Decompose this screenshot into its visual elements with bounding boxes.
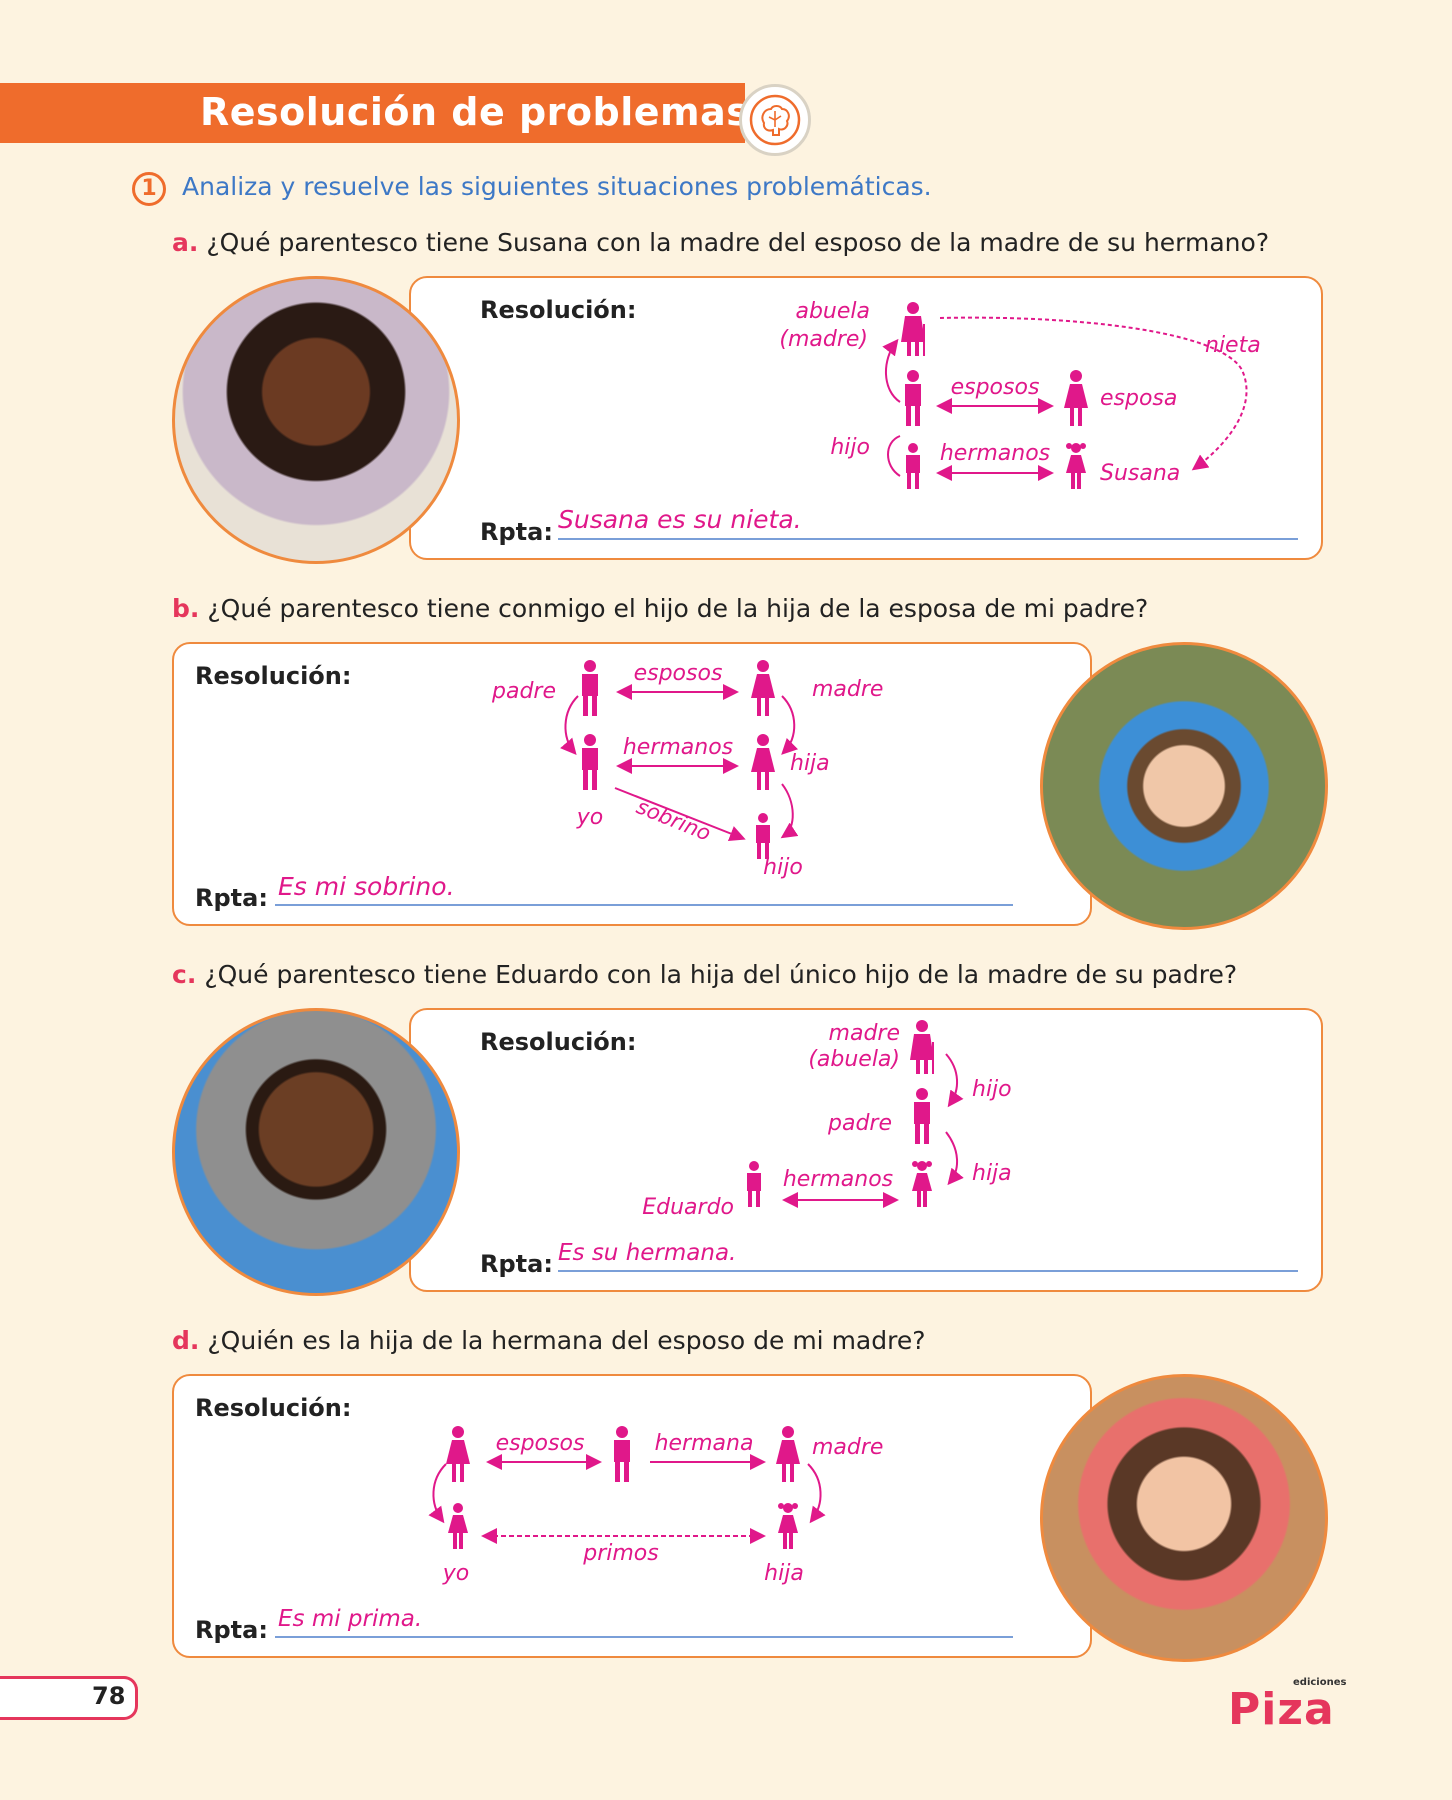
section-title: Resolución de problemas (200, 90, 750, 134)
answer-text: Es su hermana. (558, 1240, 737, 1266)
diagram-b: padre esposos madre hermanos hija yo sob… (491, 660, 883, 880)
student-photo-boy-cap (1040, 642, 1328, 930)
diagram-label: abuela (795, 299, 870, 324)
diagram-label: padre (491, 679, 556, 704)
diagram-label: esposos (496, 1431, 585, 1456)
diagram-label: hijo (830, 435, 870, 460)
brain-icon (739, 84, 811, 156)
resolution-card-d (172, 1374, 1092, 1658)
answer-line (558, 538, 1298, 540)
resolution-card-a (409, 276, 1323, 560)
publisher-logo-sub: ediciones (1293, 1677, 1347, 1688)
question-letter: c. (172, 960, 197, 989)
answer-line (558, 1270, 1298, 1272)
student-photo-girl-2 (1040, 1374, 1328, 1662)
woman-icon (446, 1426, 470, 1482)
diagram-label: (madre) (779, 327, 868, 352)
woman-icon (1064, 370, 1088, 426)
section-banner (0, 83, 745, 143)
diagram-label: hermana (655, 1431, 754, 1456)
answer-label: Rpta: (480, 518, 553, 546)
student-photo-boy (172, 1008, 460, 1296)
answer-text: Susana es su nieta. (558, 505, 802, 534)
question-d: d. ¿Quién es la hija de la hermana del es… (172, 1326, 926, 1355)
answer-line (275, 904, 1013, 906)
diagram-label: madre (812, 1435, 883, 1460)
diagram-label: esposos (951, 375, 1040, 400)
diagram-d: esposos hermana madre primos yo hija (428, 1426, 883, 1586)
diagram-label: padre (827, 1111, 892, 1136)
question-a: a. ¿Qué parentesco tiene Susana con la ma… (172, 228, 1269, 257)
diagram-label: sobrino (633, 794, 714, 845)
diagram-label: madre (829, 1021, 900, 1046)
diagram-label: hijo (972, 1077, 1012, 1102)
question-b: b. ¿Qué parentesco tiene conmigo el hijo … (172, 594, 1148, 623)
man-icon (914, 1088, 930, 1144)
grandmother-icon (910, 1020, 934, 1074)
diagram-label: madre (812, 677, 883, 702)
resolution-label: Resolución: (195, 1394, 352, 1422)
diagram-label: yo (442, 1561, 469, 1586)
diagram-label: Eduardo (642, 1195, 734, 1220)
question-letter: b. (172, 594, 200, 623)
resolution-card-c (409, 1008, 1323, 1292)
diagram-label: hijo (763, 855, 803, 880)
diagram-label: hija (972, 1161, 1012, 1186)
girl-icon (1066, 443, 1086, 489)
diagram-label: (abuela) (808, 1047, 900, 1072)
diagram-label: hija (764, 1561, 804, 1586)
diagram-label: hermanos (783, 1167, 893, 1192)
diagram-label: hermanos (940, 441, 1050, 466)
resolution-label: Resolución: (195, 662, 352, 690)
man-icon (582, 660, 598, 716)
diagram-label: nieta (1205, 333, 1261, 358)
question-letter: a. (172, 228, 199, 257)
man-icon (582, 734, 598, 790)
diagram-label: Susana (1100, 461, 1180, 486)
girl-icon (448, 1503, 468, 1549)
question-text: ¿Qué parentesco tiene conmigo el hijo de… (207, 594, 1149, 623)
question-text: ¿Qué parentesco tiene Susana con la madr… (206, 228, 1270, 257)
boy-icon (906, 443, 920, 489)
diagram-label: esposa (1100, 386, 1177, 411)
boy-icon (747, 1161, 761, 1207)
woman-icon (751, 660, 775, 716)
page-number-tab (0, 1676, 138, 1720)
question-c: c. ¿Qué parentesco tiene Eduardo con la h… (172, 960, 1237, 989)
woman-icon (751, 734, 775, 790)
man-icon (614, 1426, 630, 1482)
student-photo-girl (172, 276, 460, 564)
answer-label: Rpta: (195, 1616, 268, 1644)
answer-text: Es mi sobrino. (278, 872, 455, 901)
answer-label: Rpta: (195, 884, 268, 912)
exercise-number: 1 (132, 172, 166, 206)
resolution-label: Resolución: (480, 1028, 637, 1056)
exercise-instruction: Analiza y resuelve las siguientes situac… (182, 172, 932, 201)
woman-icon (776, 1426, 800, 1482)
diagram-label: yo (576, 805, 603, 830)
diagram-label: hija (790, 751, 830, 776)
man-icon (905, 370, 921, 426)
girl-icon (912, 1161, 932, 1207)
question-letter: d. (172, 1326, 200, 1355)
diagram-label: esposos (634, 661, 723, 686)
diagram-a: abuela (madre) nieta esposos esposa hijo… (779, 299, 1261, 489)
diagram-label: hermanos (623, 735, 733, 760)
question-text: ¿Quién es la hija de la hermana del espo… (207, 1326, 926, 1355)
resolution-label: Resolución: (480, 296, 637, 324)
grandmother-icon (901, 302, 925, 356)
boy-icon (756, 813, 770, 859)
answer-line (275, 1636, 1013, 1638)
publisher-logo: Piza (1228, 1684, 1335, 1735)
diagram-label: primos (582, 1541, 658, 1566)
question-text: ¿Qué parentesco tiene Eduardo con la hij… (204, 960, 1238, 989)
answer-label: Rpta: (480, 1250, 553, 1278)
answer-text: Es mi prima. (278, 1606, 423, 1632)
girl-icon (778, 1503, 798, 1549)
page-number: 78 (92, 1682, 126, 1710)
diagram-c: madre (abuela) hijo padre hija hermanos … (642, 1020, 1012, 1220)
